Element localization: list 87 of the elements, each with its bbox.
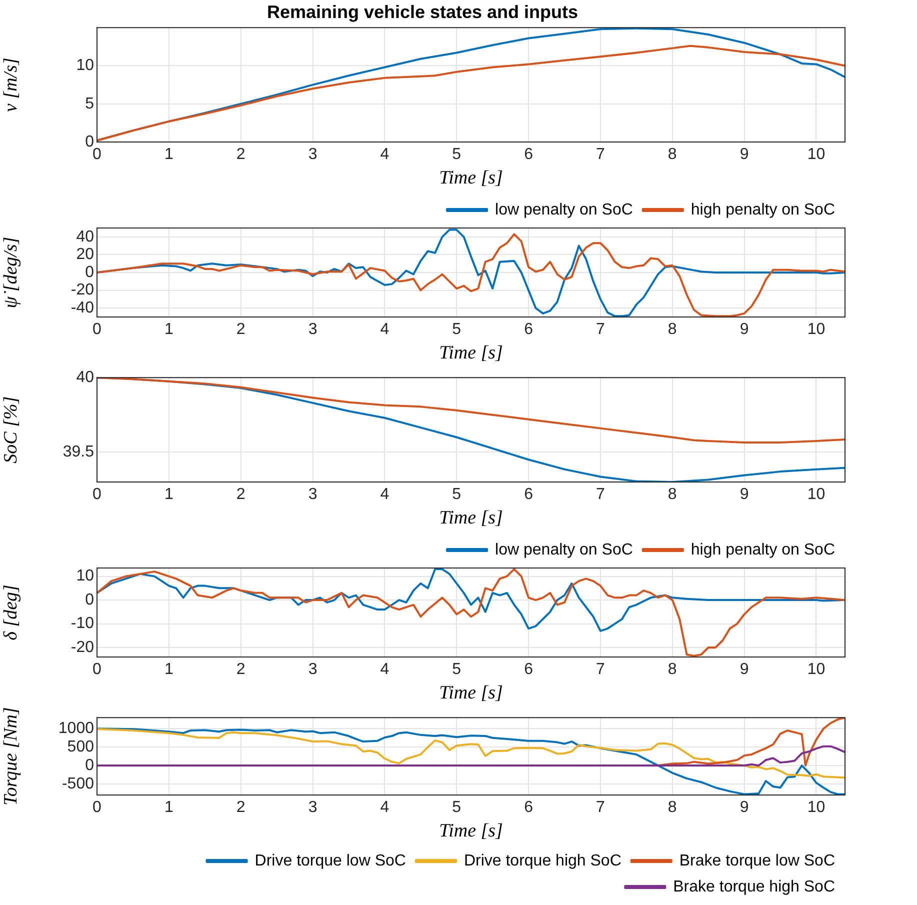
y-tick-label: 10 — [76, 57, 94, 74]
x-tick-label: 5 — [452, 321, 462, 338]
y-tick-label: -20 — [70, 282, 94, 299]
x-axis-title: Time [s] — [439, 342, 503, 364]
x-tick-label: 2 — [236, 799, 246, 816]
x-tick-label: 5 — [452, 486, 462, 504]
x-tick-label: 9 — [740, 661, 749, 678]
y-tick-label: 40 — [76, 228, 94, 246]
y-tick-label: 20 — [76, 246, 94, 264]
x-tick-label: 1 — [164, 321, 174, 338]
legend-label: Drive torque high SoC — [464, 852, 622, 870]
y-tick-label: 0 — [85, 756, 94, 774]
x-axis-title: Time [s] — [439, 508, 503, 529]
x-tick-label: 1 — [164, 799, 174, 816]
y-axis-title: v [m/s] — [0, 58, 22, 112]
y-tick-label: 39.5 — [62, 444, 94, 461]
x-tick-label: 3 — [308, 661, 318, 678]
x-tick-label: 7 — [596, 661, 606, 678]
y-tick-label: 10 — [76, 568, 94, 585]
y-tick-label: 500 — [67, 738, 94, 756]
y-tick-label: 0 — [85, 133, 94, 150]
x-tick-label: 5 — [452, 661, 462, 678]
y-tick-label: 40 — [76, 369, 94, 386]
x-tick-label: 6 — [524, 661, 534, 678]
y-axis-title: Torque [Nm] — [0, 707, 22, 806]
x-tick-label: 8 — [668, 321, 677, 338]
x-tick-label: 6 — [524, 146, 534, 164]
y-tick-label: -40 — [70, 300, 94, 317]
y-tick-label: 5 — [85, 95, 94, 112]
x-tick-label: 9 — [740, 486, 749, 504]
y-axis-title: SoC [%] — [0, 396, 22, 464]
x-tick-label: 2 — [236, 321, 246, 338]
legend-label: high penalty on SoC — [690, 541, 836, 558]
x-tick-label: 8 — [668, 486, 677, 504]
x-tick-label: 1 — [164, 661, 174, 678]
x-tick-label: 6 — [524, 486, 534, 504]
y-axis-title: ψ̇ [deg/s] — [0, 236, 22, 308]
x-tick-label: 10 — [807, 321, 826, 338]
x-tick-label: 4 — [380, 661, 390, 678]
x-axis-title: Time [s] — [439, 820, 503, 842]
y-tick-label: 0 — [85, 264, 94, 281]
legend-label: Drive torque low SoC — [254, 852, 406, 870]
legend-label: high penalty on SoC — [690, 201, 836, 218]
y-tick-label: 0 — [85, 591, 94, 608]
x-tick-label: 9 — [740, 146, 749, 164]
x-tick-label: 6 — [524, 799, 534, 816]
x-tick-label: 4 — [380, 146, 390, 164]
legend-label: low penalty on SoC — [495, 541, 633, 558]
y-tick-label: -500 — [62, 775, 94, 792]
x-tick-label: 2 — [236, 661, 246, 678]
legend-label: low penalty on SoC — [495, 201, 633, 218]
x-tick-label: 6 — [524, 321, 534, 338]
x-tick-label: 9 — [740, 321, 749, 338]
x-tick-label: 10 — [807, 486, 826, 504]
x-tick-label: 2 — [236, 486, 246, 504]
x-tick-label: 2 — [236, 146, 246, 164]
x-tick-label: 3 — [308, 146, 318, 164]
x-tick-label: 5 — [452, 799, 462, 816]
x-tick-label: 10 — [807, 661, 826, 678]
x-tick-label: 5 — [452, 146, 462, 164]
y-tick-label: -20 — [70, 638, 94, 656]
x-tick-label: 1 — [164, 146, 174, 164]
x-tick-label: 7 — [596, 486, 606, 504]
x-tick-label: 8 — [668, 661, 677, 678]
chart-title: Remaining vehicle states and inputs — [266, 2, 578, 22]
x-tick-label: 8 — [668, 799, 677, 816]
legend-label: Brake torque low SoC — [679, 852, 836, 870]
x-tick-label: 10 — [807, 799, 826, 816]
x-tick-label: 8 — [668, 146, 677, 164]
x-axis-title: Time [s] — [439, 682, 503, 704]
x-tick-label: 3 — [308, 321, 318, 338]
x-tick-label: 7 — [596, 321, 606, 338]
x-tick-label: 10 — [807, 146, 826, 164]
legend-label: Brake torque high SoC — [673, 878, 835, 896]
x-tick-label: 1 — [164, 486, 174, 504]
x-tick-label: 4 — [380, 321, 390, 338]
x-tick-label: 7 — [596, 146, 606, 164]
y-tick-label: 1000 — [58, 720, 94, 738]
y-tick-label: -10 — [70, 615, 94, 632]
y-axis-title: δ [deg] — [0, 584, 22, 640]
x-tick-label: 7 — [596, 799, 606, 816]
x-tick-label: 3 — [308, 799, 318, 816]
x-tick-label: 4 — [380, 486, 390, 504]
x-axis-title: Time [s] — [439, 168, 503, 189]
x-tick-label: 4 — [380, 799, 390, 816]
x-tick-label: 9 — [740, 799, 749, 816]
x-tick-label: 3 — [308, 486, 318, 504]
